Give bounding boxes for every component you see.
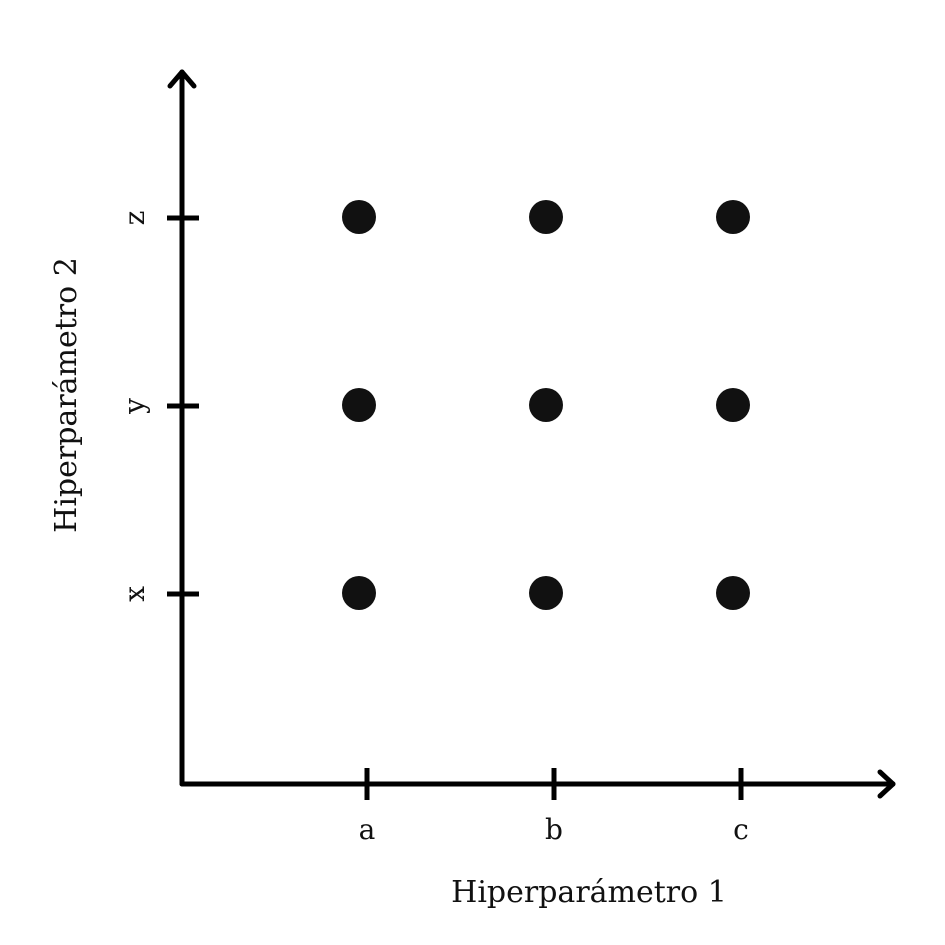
x-tick-label-c: c — [733, 813, 749, 846]
point-a-y — [342, 388, 376, 422]
y-tick-label-z: z — [118, 211, 151, 226]
point-c-y — [716, 388, 750, 422]
x-axis-label: Hiperparámetro 1 — [451, 875, 727, 910]
y-tick-label-y: y — [118, 398, 151, 415]
point-c-x — [716, 576, 750, 610]
y-axis-arrow — [167, 69, 197, 89]
point-group — [342, 200, 750, 610]
point-b-y — [529, 388, 563, 422]
tick-group — [167, 215, 744, 800]
point-b-x — [529, 576, 563, 610]
point-a-x — [342, 576, 376, 610]
x-tick-label-a: a — [359, 813, 376, 846]
y-tick-label-x: x — [118, 586, 151, 602]
point-a-z — [342, 200, 376, 234]
point-c-z — [716, 200, 750, 234]
x-tick-label-b: b — [545, 813, 563, 846]
y-axis-label: Hiperparámetro 2 — [49, 257, 84, 533]
point-b-z — [529, 200, 563, 234]
tick-label-group: a b c x y z — [118, 211, 749, 846]
x-axis-arrow — [877, 769, 896, 799]
